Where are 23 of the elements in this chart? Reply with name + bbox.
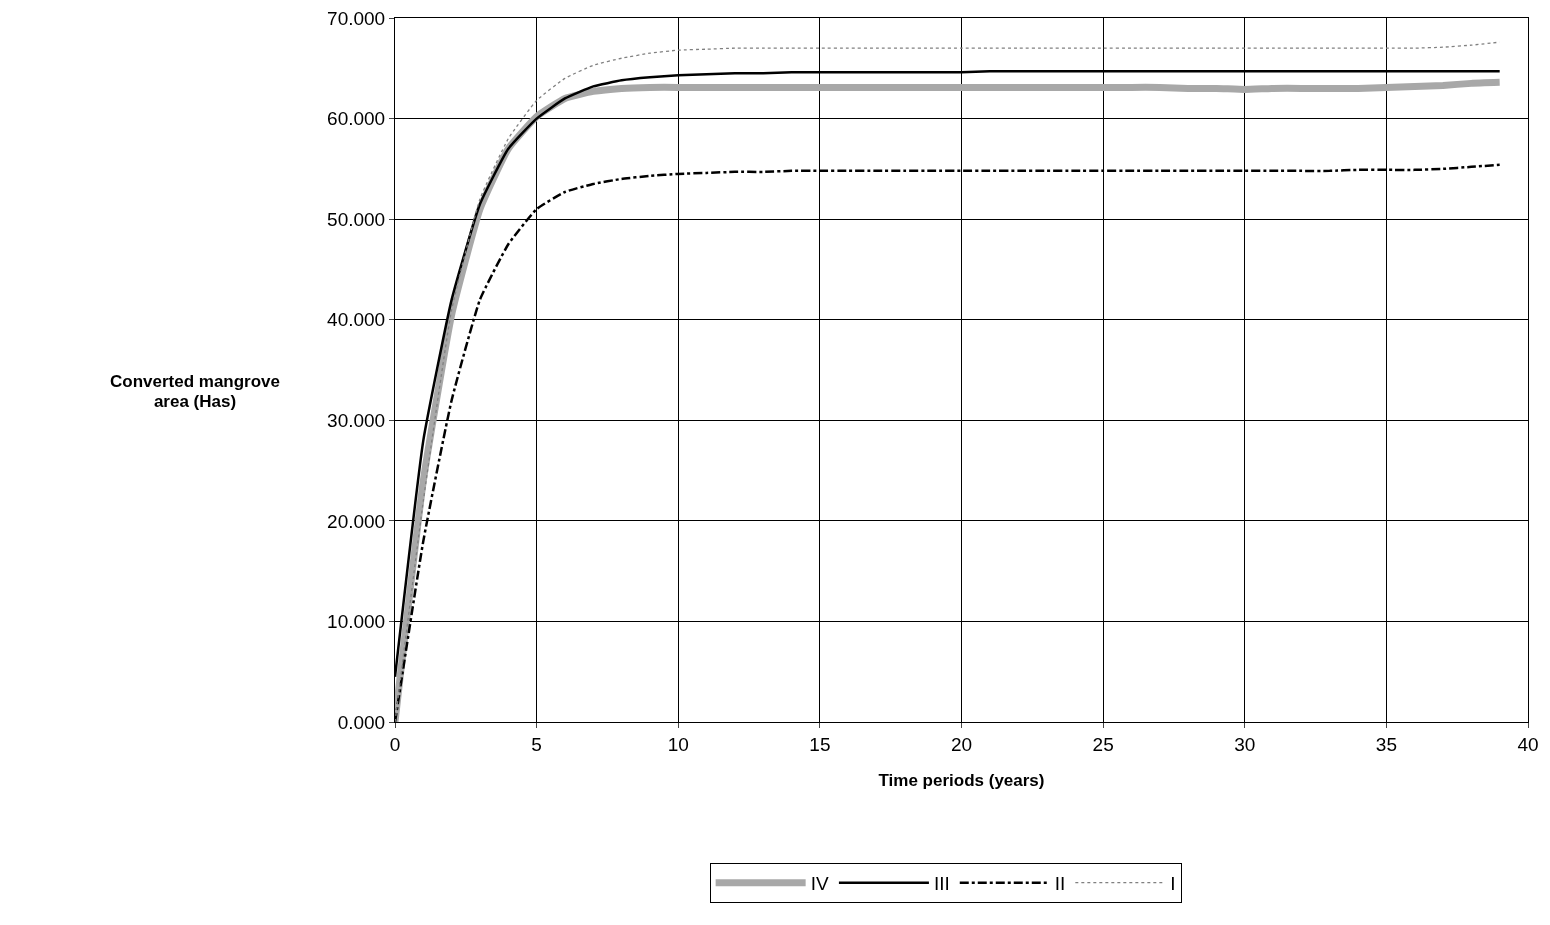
y-axis-title: Converted mangrove area (Has) [108, 372, 281, 412]
y-tick-label: 40.000 [327, 309, 386, 331]
y-tick-label: 20.000 [327, 510, 386, 532]
x-tick-label: 35 [1375, 733, 1397, 755]
legend-label: I [1170, 873, 1176, 895]
x-tick-label: 10 [667, 733, 689, 755]
x-tick-label: 30 [1234, 733, 1256, 755]
y-tick-label: 50.000 [327, 208, 386, 230]
y-tick-label: 0.000 [337, 711, 386, 733]
y-tick-label: 70.000 [327, 7, 386, 29]
x-tick-label: 20 [950, 733, 973, 755]
x-axis-title: Time periods (years) [878, 771, 1045, 791]
legend-label: III [933, 873, 950, 895]
y-tick-label: 30.000 [327, 409, 386, 431]
x-tick-label: 5 [531, 733, 542, 755]
x-tick-label: 15 [809, 733, 831, 755]
legend-label: IV [810, 873, 829, 895]
x-tick-label: 0 [389, 733, 401, 755]
x-tick-label: 40 [1517, 733, 1539, 755]
legend-label: II [1054, 873, 1066, 895]
y-tick-label: 60.000 [327, 108, 386, 130]
y-tick-label: 10.000 [327, 611, 386, 633]
x-tick-label: 25 [1092, 733, 1114, 755]
